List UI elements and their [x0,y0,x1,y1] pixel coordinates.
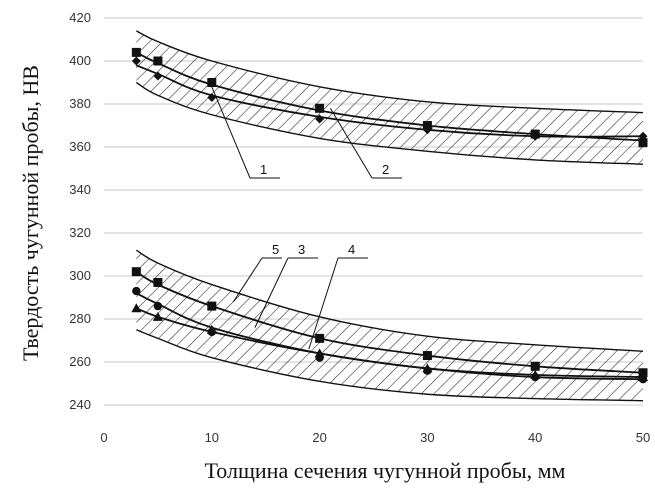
y-tick-label: 240 [69,397,91,412]
square-point [315,333,325,343]
square-point [131,267,141,277]
y-tick-label: 380 [69,96,91,111]
diamond-point [153,71,163,81]
callouts: 1 2 3 4 5 [211,86,402,350]
square-point [153,277,163,287]
callout-leader-4 [308,257,339,350]
square-point [422,351,432,361]
band-lower-edge-2 [136,329,644,402]
y-tick-label: 360 [69,139,91,154]
y-tick-label: 280 [69,311,91,326]
callout-leader-3 [254,257,289,328]
callout-label-5: 5 [272,242,279,257]
x-tick-label: 20 [312,430,326,445]
band-upper-edge-1 [136,30,644,114]
triangle-point [314,348,325,358]
callout-label-3: 3 [298,242,305,257]
tick-labels: 240 260 280 300 320 340 360 380 400 420 0 10 20 30 40 5… [69,10,650,445]
callout-label-4: 4 [348,242,355,257]
triangle-point [152,311,163,321]
y-tick-label: 320 [69,225,91,240]
x-tick-label: 30 [420,430,434,445]
diamond-point [315,114,325,124]
band-lower-edge-1 [135,81,644,165]
square-point [207,78,217,87]
triangle-point [530,369,541,379]
triangle-point [422,363,433,373]
square-point [530,361,540,371]
callout-leader-5 [232,257,263,303]
y-tick-label: 420 [69,10,91,25]
data-markers [131,47,648,384]
y-axis-label: Твердость чугунной пробы, НВ [18,65,43,361]
y-tick-label: 300 [69,268,91,283]
diamond-point [638,131,648,141]
band-upper-edge-2 [135,249,644,352]
callout-leader-1 [211,86,251,179]
triangle-point [131,303,142,313]
band-fill-2 [136,250,643,401]
circle-point [132,286,141,296]
square-point [131,47,141,57]
diamond-point [131,56,141,66]
square-point [638,138,648,148]
band-fill-1 [136,30,643,165]
circle-point [153,301,163,311]
callout-label-2: 2 [382,162,389,177]
x-tick-label: 0 [100,430,107,445]
x-tick-label: 50 [636,430,650,445]
x-tick-label: 10 [205,430,219,445]
callout-leader-2 [329,108,373,179]
y-tick-label: 260 [69,354,91,369]
diamond-point [207,93,217,103]
y-tick-label: 400 [69,53,91,68]
x-axis-label: Толщина сечения чугунной пробы, мм [205,458,566,483]
x-tick-label: 40 [528,430,542,445]
diamond-point [422,125,432,135]
y-tick-label: 340 [69,182,91,197]
triangle-point [206,324,217,334]
square-point [153,56,163,66]
triangle-point [638,372,648,382]
callout-label-1: 1 [260,162,267,177]
square-point [207,301,217,311]
square-point [315,103,325,113]
diamond-point [530,131,540,141]
hatched-bands [135,30,644,402]
